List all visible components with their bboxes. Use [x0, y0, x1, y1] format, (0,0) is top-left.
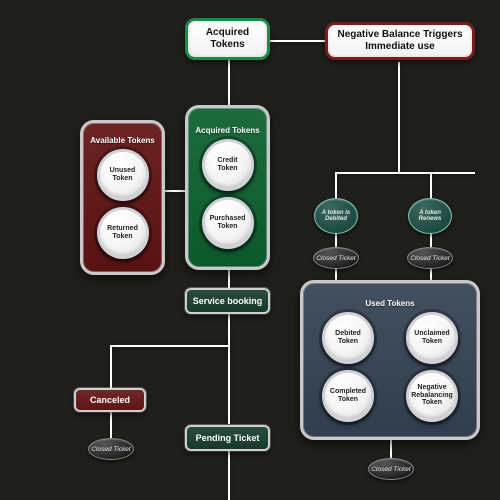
- panel-used-token-1: Unclaimed Token: [406, 312, 458, 364]
- service-booking-label: Service booking: [193, 296, 263, 306]
- closed-ticket-3-label: Closed Ticket: [410, 255, 449, 262]
- closed-ticket-1-label: Closed Ticket: [91, 446, 130, 453]
- token-renews-label: A token Renews: [409, 210, 451, 223]
- edge: [335, 172, 475, 174]
- panel-used: Used Tokens Debited Token Unclaimed Token C…: [300, 280, 480, 440]
- edge: [110, 345, 229, 347]
- acquired-header: Acquired Tokens: [185, 18, 270, 60]
- panel-acquired-token-1: Purchased Token: [202, 197, 254, 249]
- negative-header-label: Negative Balance Triggers Immediate use: [332, 29, 468, 53]
- panel-available-title: Available Tokens: [90, 136, 154, 145]
- diagram-canvas: Acquired Tokens Negative Balance Triggers…: [0, 0, 500, 500]
- panel-acquired-token-0: Credit Token: [202, 139, 254, 191]
- pending-ticket: Pending Ticket: [185, 425, 270, 451]
- closed-ticket-4-label: Closed Ticket: [371, 466, 410, 473]
- edge: [228, 314, 230, 424]
- panel-acquired: Acquired Tokens Credit Token Purchased Tok…: [185, 105, 270, 270]
- edge: [228, 60, 230, 110]
- token-debited-label: A token is Debited: [315, 210, 357, 223]
- acquired-header-label: Acquired Tokens: [192, 27, 263, 51]
- panel-used-title: Used Tokens: [365, 299, 414, 308]
- canceled: Canceled: [74, 388, 146, 412]
- panel-used-token-3: Negative Rebalancing Token: [406, 370, 458, 422]
- closed-ticket-1: Closed Ticket: [88, 438, 134, 460]
- service-booking: Service booking: [185, 288, 270, 314]
- panel-available-token-1: Returned Token: [97, 207, 149, 259]
- token-renews: A token Renews: [408, 198, 452, 234]
- edge: [110, 412, 112, 440]
- panel-available: Available Tokens Unused Token Returned Tok…: [80, 120, 165, 275]
- pending-ticket-label: Pending Ticket: [196, 433, 260, 443]
- panel-used-token-2: Completed Token: [322, 370, 374, 422]
- canceled-label: Canceled: [90, 395, 130, 405]
- panel-available-token-0: Unused Token: [97, 149, 149, 201]
- closed-ticket-3: Closed Ticket: [407, 247, 453, 269]
- panel-acquired-title: Acquired Tokens: [195, 126, 259, 135]
- negative-header: Negative Balance Triggers Immediate use: [325, 22, 475, 60]
- closed-ticket-2-label: Closed Ticket: [316, 255, 355, 262]
- panel-used-token-0: Debited Token: [322, 312, 374, 364]
- closed-ticket-2: Closed Ticket: [313, 247, 359, 269]
- edge: [228, 450, 230, 500]
- edge: [110, 345, 112, 390]
- closed-ticket-4: Closed Ticket: [368, 458, 414, 480]
- token-debited: A token is Debited: [314, 198, 358, 234]
- edge: [398, 62, 400, 172]
